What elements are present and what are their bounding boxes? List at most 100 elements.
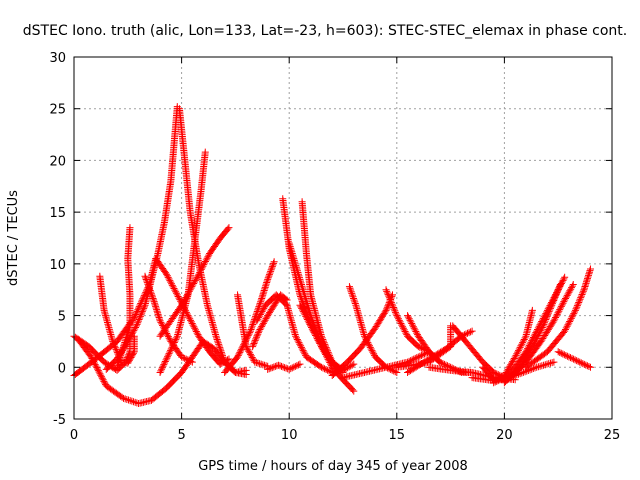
x-tick-label: 20 xyxy=(496,428,513,443)
data-point xyxy=(256,312,264,320)
data-point xyxy=(122,333,130,341)
data-point xyxy=(552,314,560,322)
series-arc-29 xyxy=(393,322,455,371)
data-point xyxy=(521,334,529,342)
data-point xyxy=(164,351,172,359)
data-point xyxy=(411,354,419,362)
data-point xyxy=(147,288,155,296)
data-point xyxy=(529,365,537,373)
data-point xyxy=(294,268,302,276)
data-point xyxy=(576,358,584,366)
data-point xyxy=(383,303,391,311)
data-point xyxy=(573,302,581,310)
data-point xyxy=(297,342,305,350)
data-point xyxy=(535,330,543,338)
data-point xyxy=(201,257,209,265)
data-point xyxy=(162,269,170,277)
data-point xyxy=(574,300,582,308)
y-tick-label: 0 xyxy=(58,361,66,376)
data-point xyxy=(91,361,99,369)
data-point xyxy=(301,311,309,319)
data-point xyxy=(391,308,399,316)
data-point xyxy=(294,361,302,369)
data-point xyxy=(534,331,542,339)
data-point xyxy=(301,293,309,301)
data-point xyxy=(245,347,253,355)
chart-title: dSTEC Iono. truth (alic, Lon=133, Lat=-2… xyxy=(23,23,627,39)
data-point xyxy=(568,284,576,292)
data-point xyxy=(271,362,279,370)
data-point xyxy=(256,311,264,319)
data-point xyxy=(378,314,386,322)
data-point xyxy=(185,357,193,365)
data-point xyxy=(286,243,294,251)
data-point xyxy=(297,303,305,311)
data-point xyxy=(547,303,555,311)
data-point xyxy=(124,327,132,335)
x-axis-label: GPS time / hours of day 345 of year 2008 xyxy=(198,459,468,474)
series-arc-16 xyxy=(253,291,291,325)
data-point xyxy=(393,312,401,320)
data-point xyxy=(414,353,422,361)
data-point xyxy=(569,311,577,319)
data-point xyxy=(274,361,282,369)
data-point xyxy=(157,318,165,326)
data-point xyxy=(510,354,518,362)
data-point xyxy=(507,361,515,369)
data-point xyxy=(548,300,556,308)
data-point xyxy=(259,361,267,369)
data-point xyxy=(296,275,304,283)
data-point xyxy=(149,294,157,302)
data-point xyxy=(554,287,562,295)
data-point xyxy=(541,317,549,325)
data-point xyxy=(385,292,393,300)
data-point xyxy=(571,356,579,364)
data-point xyxy=(551,315,559,323)
data-point xyxy=(288,248,296,256)
data-point xyxy=(148,293,156,301)
data-point xyxy=(203,254,211,262)
data-point xyxy=(190,323,198,331)
data-point xyxy=(265,271,273,279)
data-point xyxy=(249,355,257,363)
data-point xyxy=(267,266,275,274)
series-arc-14 xyxy=(234,291,272,370)
data-point xyxy=(214,339,222,347)
data-point xyxy=(383,287,391,295)
data-point xyxy=(248,353,256,361)
data-point xyxy=(248,322,256,330)
data-point xyxy=(392,310,400,318)
data-point xyxy=(519,337,527,345)
data-point xyxy=(112,345,120,353)
data-point xyxy=(268,364,276,372)
data-point xyxy=(412,327,420,335)
data-point xyxy=(128,330,136,338)
data-point xyxy=(116,353,124,361)
data-point xyxy=(565,288,573,296)
data-point xyxy=(301,350,309,358)
data-point xyxy=(324,366,332,374)
data-point xyxy=(167,346,175,354)
data-layer xyxy=(70,103,594,407)
data-point xyxy=(142,274,150,282)
data-point xyxy=(299,347,307,355)
data-point xyxy=(546,306,554,314)
data-point xyxy=(163,272,171,280)
data-point xyxy=(178,301,186,309)
data-point xyxy=(298,304,306,312)
data-point xyxy=(556,349,564,357)
data-point xyxy=(263,313,271,321)
data-point xyxy=(361,332,369,340)
data-point xyxy=(516,370,524,378)
data-point xyxy=(567,285,575,293)
data-point xyxy=(302,312,310,320)
series-arc-11 xyxy=(156,224,233,340)
data-point xyxy=(114,360,122,368)
data-point xyxy=(243,344,251,352)
x-tick-label: 25 xyxy=(604,428,621,443)
data-point xyxy=(171,337,179,345)
data-point xyxy=(552,312,560,320)
data-point xyxy=(347,362,355,370)
data-point xyxy=(405,368,413,376)
data-point xyxy=(172,288,180,296)
